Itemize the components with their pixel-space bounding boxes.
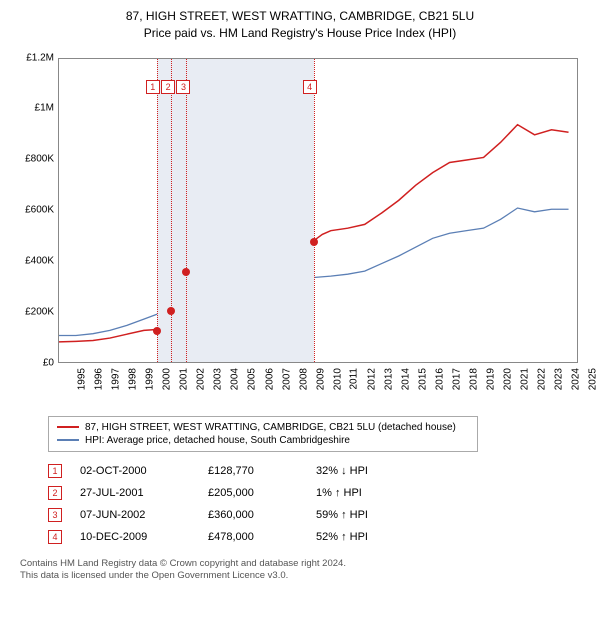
x-tick-label: 2006: [264, 368, 275, 390]
shaded-interval: [157, 59, 171, 362]
event-price: £128,770: [208, 465, 298, 477]
x-tick-label: 2009: [315, 368, 326, 390]
event-row: 1 02-OCT-2000 £128,770 32% ↓ HPI: [48, 460, 590, 482]
x-tick-label: 2013: [383, 368, 394, 390]
event-delta: 59% ↑ HPI: [316, 509, 416, 521]
plot-region: 123 4: [58, 58, 578, 363]
event-marker: 4: [48, 530, 62, 544]
event-vline: [157, 59, 158, 362]
x-tick-label: 2025: [588, 368, 599, 390]
x-tick-label: 2008: [298, 368, 309, 390]
event-dot: [310, 238, 318, 246]
event-dot: [182, 268, 190, 276]
legend-label: 87, HIGH STREET, WEST WRATTING, CAMBRIDG…: [85, 422, 456, 433]
event-vline: [171, 59, 172, 362]
event-delta: 32% ↓ HPI: [316, 465, 416, 477]
title-line-1: 87, HIGH STREET, WEST WRATTING, CAMBRIDG…: [10, 8, 590, 25]
event-price: £478,000: [208, 531, 298, 543]
event-dot: [167, 307, 175, 315]
shaded-interval: [186, 59, 314, 362]
legend-label: HPI: Average price, detached house, Sout…: [85, 435, 350, 446]
event-date: 10-DEC-2009: [80, 531, 190, 543]
x-tick-label: 2005: [247, 368, 258, 390]
x-tick-label: 2001: [179, 368, 190, 390]
x-tick-label: 2021: [520, 368, 531, 390]
shaded-interval: [171, 59, 186, 362]
x-tick-label: 2007: [281, 368, 292, 390]
event-date: 27-JUL-2001: [80, 487, 190, 499]
legend-item: HPI: Average price, detached house, Sout…: [57, 434, 469, 447]
x-tick-label: 2022: [537, 368, 548, 390]
x-tick-label: 2004: [230, 368, 241, 390]
y-tick-label: £1.2M: [26, 52, 54, 63]
y-tick-label: £400K: [25, 255, 54, 266]
x-tick-label: 2018: [468, 368, 479, 390]
event-row: 3 07-JUN-2002 £360,000 59% ↑ HPI: [48, 504, 590, 526]
x-tick-label: 2000: [161, 368, 172, 390]
y-tick-label: £600K: [25, 205, 54, 216]
event-date: 02-OCT-2000: [80, 465, 190, 477]
x-tick-label: 2002: [196, 368, 207, 390]
event-date: 07-JUN-2002: [80, 509, 190, 521]
x-tick-label: 2019: [485, 368, 496, 390]
x-tick-label: 1995: [76, 368, 87, 390]
x-tick-label: 2014: [400, 368, 411, 390]
event-price: £360,000: [208, 509, 298, 521]
chart-area: 123 4 £0 £200K £400K £600K £800K £1M £1.2M 1995 1…: [10, 50, 590, 410]
event-marker: 2: [48, 486, 62, 500]
plot-marker: 2: [161, 80, 175, 94]
footer-line-2: This data is licensed under the Open Gov…: [20, 570, 590, 583]
y-tick-label: £800K: [25, 154, 54, 165]
x-tick-label: 2015: [417, 368, 428, 390]
x-tick-label: 2011: [348, 368, 359, 390]
x-tick-label: 1997: [110, 368, 121, 390]
x-tick-label: 2012: [366, 368, 377, 390]
x-tick-label: 2023: [554, 368, 565, 390]
title-line-2: Price paid vs. HM Land Registry's House …: [10, 25, 590, 42]
x-tick-label: 2024: [571, 368, 582, 390]
chart-container: 87, HIGH STREET, WEST WRATTING, CAMBRIDG…: [0, 0, 600, 591]
event-delta: 52% ↑ HPI: [316, 531, 416, 543]
event-marker: 1: [48, 464, 62, 478]
y-tick-label: £1M: [35, 103, 54, 114]
legend-item: 87, HIGH STREET, WEST WRATTING, CAMBRIDG…: [57, 421, 469, 434]
x-tick-label: 2003: [213, 368, 224, 390]
event-table: 1 02-OCT-2000 £128,770 32% ↓ HPI 2 27-JUL-200…: [48, 460, 590, 548]
x-tick-label: 2010: [332, 368, 343, 390]
y-tick-label: £200K: [25, 306, 54, 317]
event-row: 2 27-JUL-2001 £205,000 1% ↑ HPI: [48, 482, 590, 504]
x-tick-label: 2020: [502, 368, 513, 390]
event-row: 4 10-DEC-2009 £478,000 52% ↑ HPI: [48, 526, 590, 548]
line-layer: [59, 59, 577, 362]
legend-swatch: [57, 426, 79, 428]
plot-marker: 3: [176, 80, 190, 94]
y-tick-label: £0: [43, 357, 54, 368]
footer-line-1: Contains HM Land Registry data © Crown c…: [20, 558, 590, 571]
event-marker: 3: [48, 508, 62, 522]
legend: 87, HIGH STREET, WEST WRATTING, CAMBRIDG…: [48, 416, 478, 452]
plot-marker: 1: [146, 80, 160, 94]
x-tick-label: 1998: [127, 368, 138, 390]
x-tick-label: 1999: [144, 368, 155, 390]
x-tick-label: 2016: [434, 368, 445, 390]
event-vline: [314, 59, 315, 362]
footer: Contains HM Land Registry data © Crown c…: [20, 558, 590, 584]
x-tick-label: 2017: [451, 368, 462, 390]
plot-marker: 4: [303, 80, 317, 94]
legend-swatch: [57, 439, 79, 441]
event-price: £205,000: [208, 487, 298, 499]
event-delta: 1% ↑ HPI: [316, 487, 416, 499]
x-tick-label: 1996: [93, 368, 104, 390]
title-block: 87, HIGH STREET, WEST WRATTING, CAMBRIDG…: [10, 8, 590, 42]
event-dot: [153, 327, 161, 335]
event-vline: [186, 59, 187, 362]
